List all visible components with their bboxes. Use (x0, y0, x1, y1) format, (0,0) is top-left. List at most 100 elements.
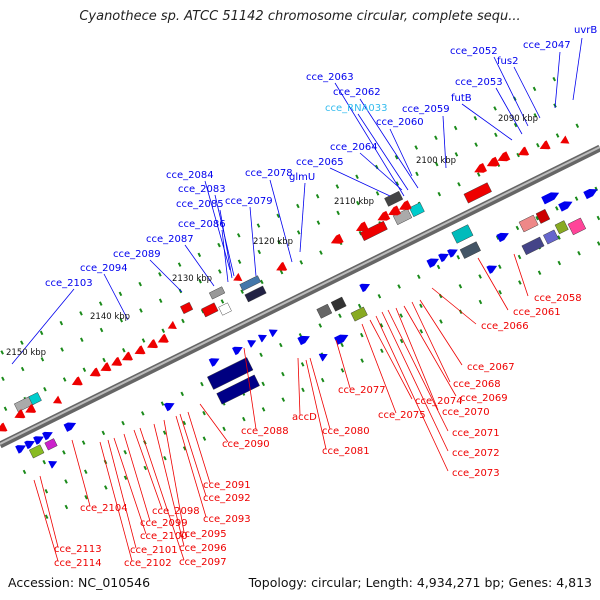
reverse-gene-label[interactable]: accD (292, 412, 317, 423)
forward-gene-arrow (541, 192, 560, 205)
reverse-gene-label[interactable]: cce_2099 (140, 518, 188, 529)
forward-gene-label[interactable]: cce_2053 (455, 77, 503, 88)
reverse-gene-label[interactable]: cce_2081 (322, 446, 370, 457)
forward-gene-label[interactable]: fus2 (497, 56, 518, 67)
reverse-gene-label[interactable]: cce_2101 (130, 545, 178, 556)
forward-gene-label[interactable]: cce_2060 (376, 117, 424, 128)
reverse-gene-label[interactable]: cce_2074 (415, 396, 463, 407)
reverse-gene-label[interactable]: cce_2095 (179, 529, 227, 540)
forward-gene-label[interactable]: cce_2065 (296, 157, 344, 168)
forward-gene-label[interactable]: cce_RNA033 (325, 103, 388, 114)
forward-gene-label[interactable]: cce_2089 (113, 249, 161, 260)
reverse-gene-label[interactable]: cce_2098 (152, 506, 200, 517)
reverse-gene-arrow (147, 339, 159, 349)
forward-gene-label[interactable]: cce_2086 (178, 219, 226, 230)
forward-gene-label[interactable]: cce_2052 (450, 46, 498, 57)
forward-gene-label[interactable]: cce_2085 (176, 199, 224, 210)
tick-mark (177, 262, 182, 267)
leader-line (309, 357, 331, 430)
feature-block (459, 241, 481, 259)
reverse-gene-label[interactable]: cce_2069 (460, 393, 508, 404)
tick-mark (434, 161, 439, 167)
reverse-gene-label[interactable]: cce_2090 (222, 439, 270, 450)
tick-mark (574, 196, 579, 201)
tick-mark (261, 381, 265, 387)
reverse-gene-label[interactable]: cce_2068 (453, 379, 501, 390)
tick-mark (498, 290, 502, 295)
reverse-gene-label[interactable]: cce_2061 (513, 307, 561, 318)
forward-gene-arrow (232, 346, 243, 356)
tick-mark (277, 239, 281, 245)
reverse-gene-label[interactable]: cce_2058 (534, 293, 582, 304)
tick-mark (20, 340, 24, 345)
forward-gene-label[interactable]: cce_2103 (45, 278, 93, 289)
tick-mark (281, 371, 285, 377)
reverse-gene-label[interactable]: cce_2067 (467, 362, 515, 373)
tick-mark (380, 348, 384, 354)
reverse-gene-label[interactable]: cce_2088 (241, 426, 289, 437)
forward-gene-label[interactable]: cce_2047 (523, 40, 571, 51)
reverse-gene-label[interactable]: cce_2075 (378, 410, 426, 421)
reverse-gene-label[interactable]: cce_2071 (452, 428, 500, 439)
reverse-gene-label[interactable]: cce_2100 (140, 531, 188, 542)
leader-line (204, 180, 231, 271)
forward-gene-label[interactable]: uvrB (574, 25, 597, 36)
reverse-gene-label[interactable]: cce_2091 (203, 480, 251, 491)
forward-gene-label[interactable]: cce_2062 (333, 87, 381, 98)
reverse-gene-label[interactable]: cce_2114 (54, 558, 102, 569)
feature-block (201, 302, 219, 318)
forward-gene-label[interactable]: cce_2063 (306, 72, 354, 83)
forward-gene-label[interactable]: cce_2087 (146, 234, 194, 245)
reverse-gene-arrow (14, 409, 26, 419)
tick-mark (44, 514, 49, 519)
tick-mark (319, 250, 323, 255)
reverse-gene-label[interactable]: cce_2113 (54, 544, 102, 555)
leader-line (11, 288, 75, 365)
feature-blocks (13, 182, 587, 459)
forward-gene-label[interactable]: cce_2094 (80, 263, 128, 274)
reverse-gene-label[interactable]: cce_2072 (452, 448, 500, 459)
leader-line (572, 37, 583, 101)
tick-mark (434, 135, 438, 140)
forward-gene-label[interactable]: cce_2084 (166, 170, 214, 181)
forward-gene-label[interactable]: cce_2059 (402, 104, 450, 115)
reverse-gene-label[interactable]: cce_2066 (481, 321, 529, 332)
tick-mark (98, 301, 103, 306)
reverse-gene-label[interactable]: cce_2070 (442, 407, 490, 418)
leader-line (403, 305, 457, 397)
feature-block (208, 286, 226, 300)
forward-gene-arrow (297, 335, 310, 346)
forward-gene-label[interactable]: cce_2078 (245, 168, 293, 179)
reverse-gene-label[interactable]: cce_2096 (179, 543, 227, 554)
tick-mark (279, 269, 284, 275)
tick-mark (557, 235, 561, 240)
tick-mark (557, 260, 562, 266)
reverse-gene-label[interactable]: cce_2102 (124, 558, 172, 569)
reverse-gene-label[interactable]: cce_2080 (322, 426, 370, 437)
forward-gene-label[interactable]: futB (451, 93, 472, 104)
reverse-gene-label[interactable]: cce_2073 (452, 468, 500, 479)
reverse-gene-label[interactable]: cce_2092 (203, 493, 251, 504)
accession-text: Accession: NC_010546 (8, 575, 151, 590)
tick-mark (439, 319, 443, 324)
reverse-gene-label[interactable]: cce_2104 (80, 503, 128, 514)
tick-mark (198, 278, 202, 284)
reverse-gene-label[interactable]: cce_2097 (179, 557, 227, 568)
forward-gene-arrow (438, 253, 449, 263)
forward-gene-label[interactable]: cce_2064 (330, 142, 378, 153)
forward-gene-label[interactable]: glmU (289, 172, 315, 183)
tick-mark (518, 280, 522, 285)
forward-gene-label[interactable]: cce_2083 (178, 184, 226, 195)
reverse-gene-label[interactable]: cce_2077 (338, 385, 386, 396)
leader-line (269, 179, 293, 263)
feature-block (408, 202, 425, 218)
reverse-gene-label[interactable]: cce_2093 (203, 514, 251, 525)
leader-line (175, 415, 207, 518)
leader-line (359, 152, 403, 191)
reverse-gene-arrow (25, 403, 37, 413)
leader-line (461, 103, 513, 141)
forward-gene-label[interactable]: cce_2079 (225, 196, 273, 207)
tick-mark (218, 269, 222, 274)
tick-mark (276, 213, 280, 219)
